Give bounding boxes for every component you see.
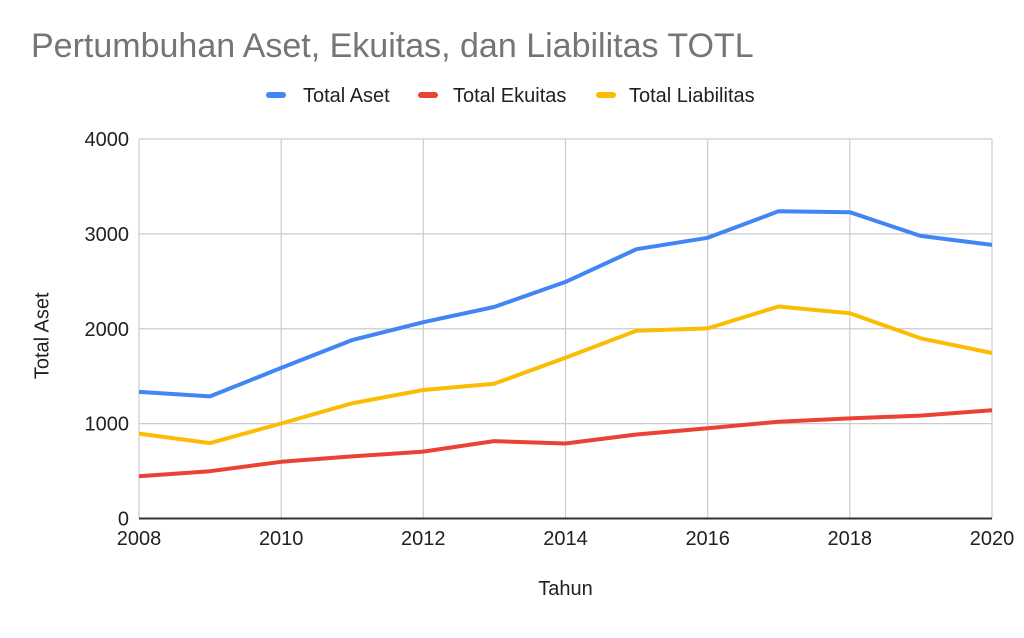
svg-text:Total Liabilitas: Total Liabilitas <box>629 85 755 107</box>
svg-text:0: 0 <box>118 509 129 531</box>
svg-text:2010: 2010 <box>259 528 304 550</box>
svg-text:2020: 2020 <box>970 528 1015 550</box>
svg-text:Total Aset: Total Aset <box>31 292 53 379</box>
svg-text:2012: 2012 <box>401 528 446 550</box>
svg-text:2000: 2000 <box>85 319 130 341</box>
svg-text:3000: 3000 <box>85 224 130 246</box>
svg-text:4000: 4000 <box>85 129 130 151</box>
svg-text:1000: 1000 <box>85 414 130 436</box>
svg-text:2016: 2016 <box>685 528 730 550</box>
svg-text:Total Aset: Total Aset <box>303 85 390 107</box>
svg-text:2008: 2008 <box>117 528 162 550</box>
svg-text:Tahun: Tahun <box>538 578 593 600</box>
svg-text:2018: 2018 <box>828 528 873 550</box>
svg-text:Pertumbuhan Aset, Ekuitas, dan: Pertumbuhan Aset, Ekuitas, dan Liabilita… <box>31 27 754 65</box>
svg-text:Total Ekuitas: Total Ekuitas <box>453 85 566 107</box>
svg-text:2014: 2014 <box>543 528 588 550</box>
